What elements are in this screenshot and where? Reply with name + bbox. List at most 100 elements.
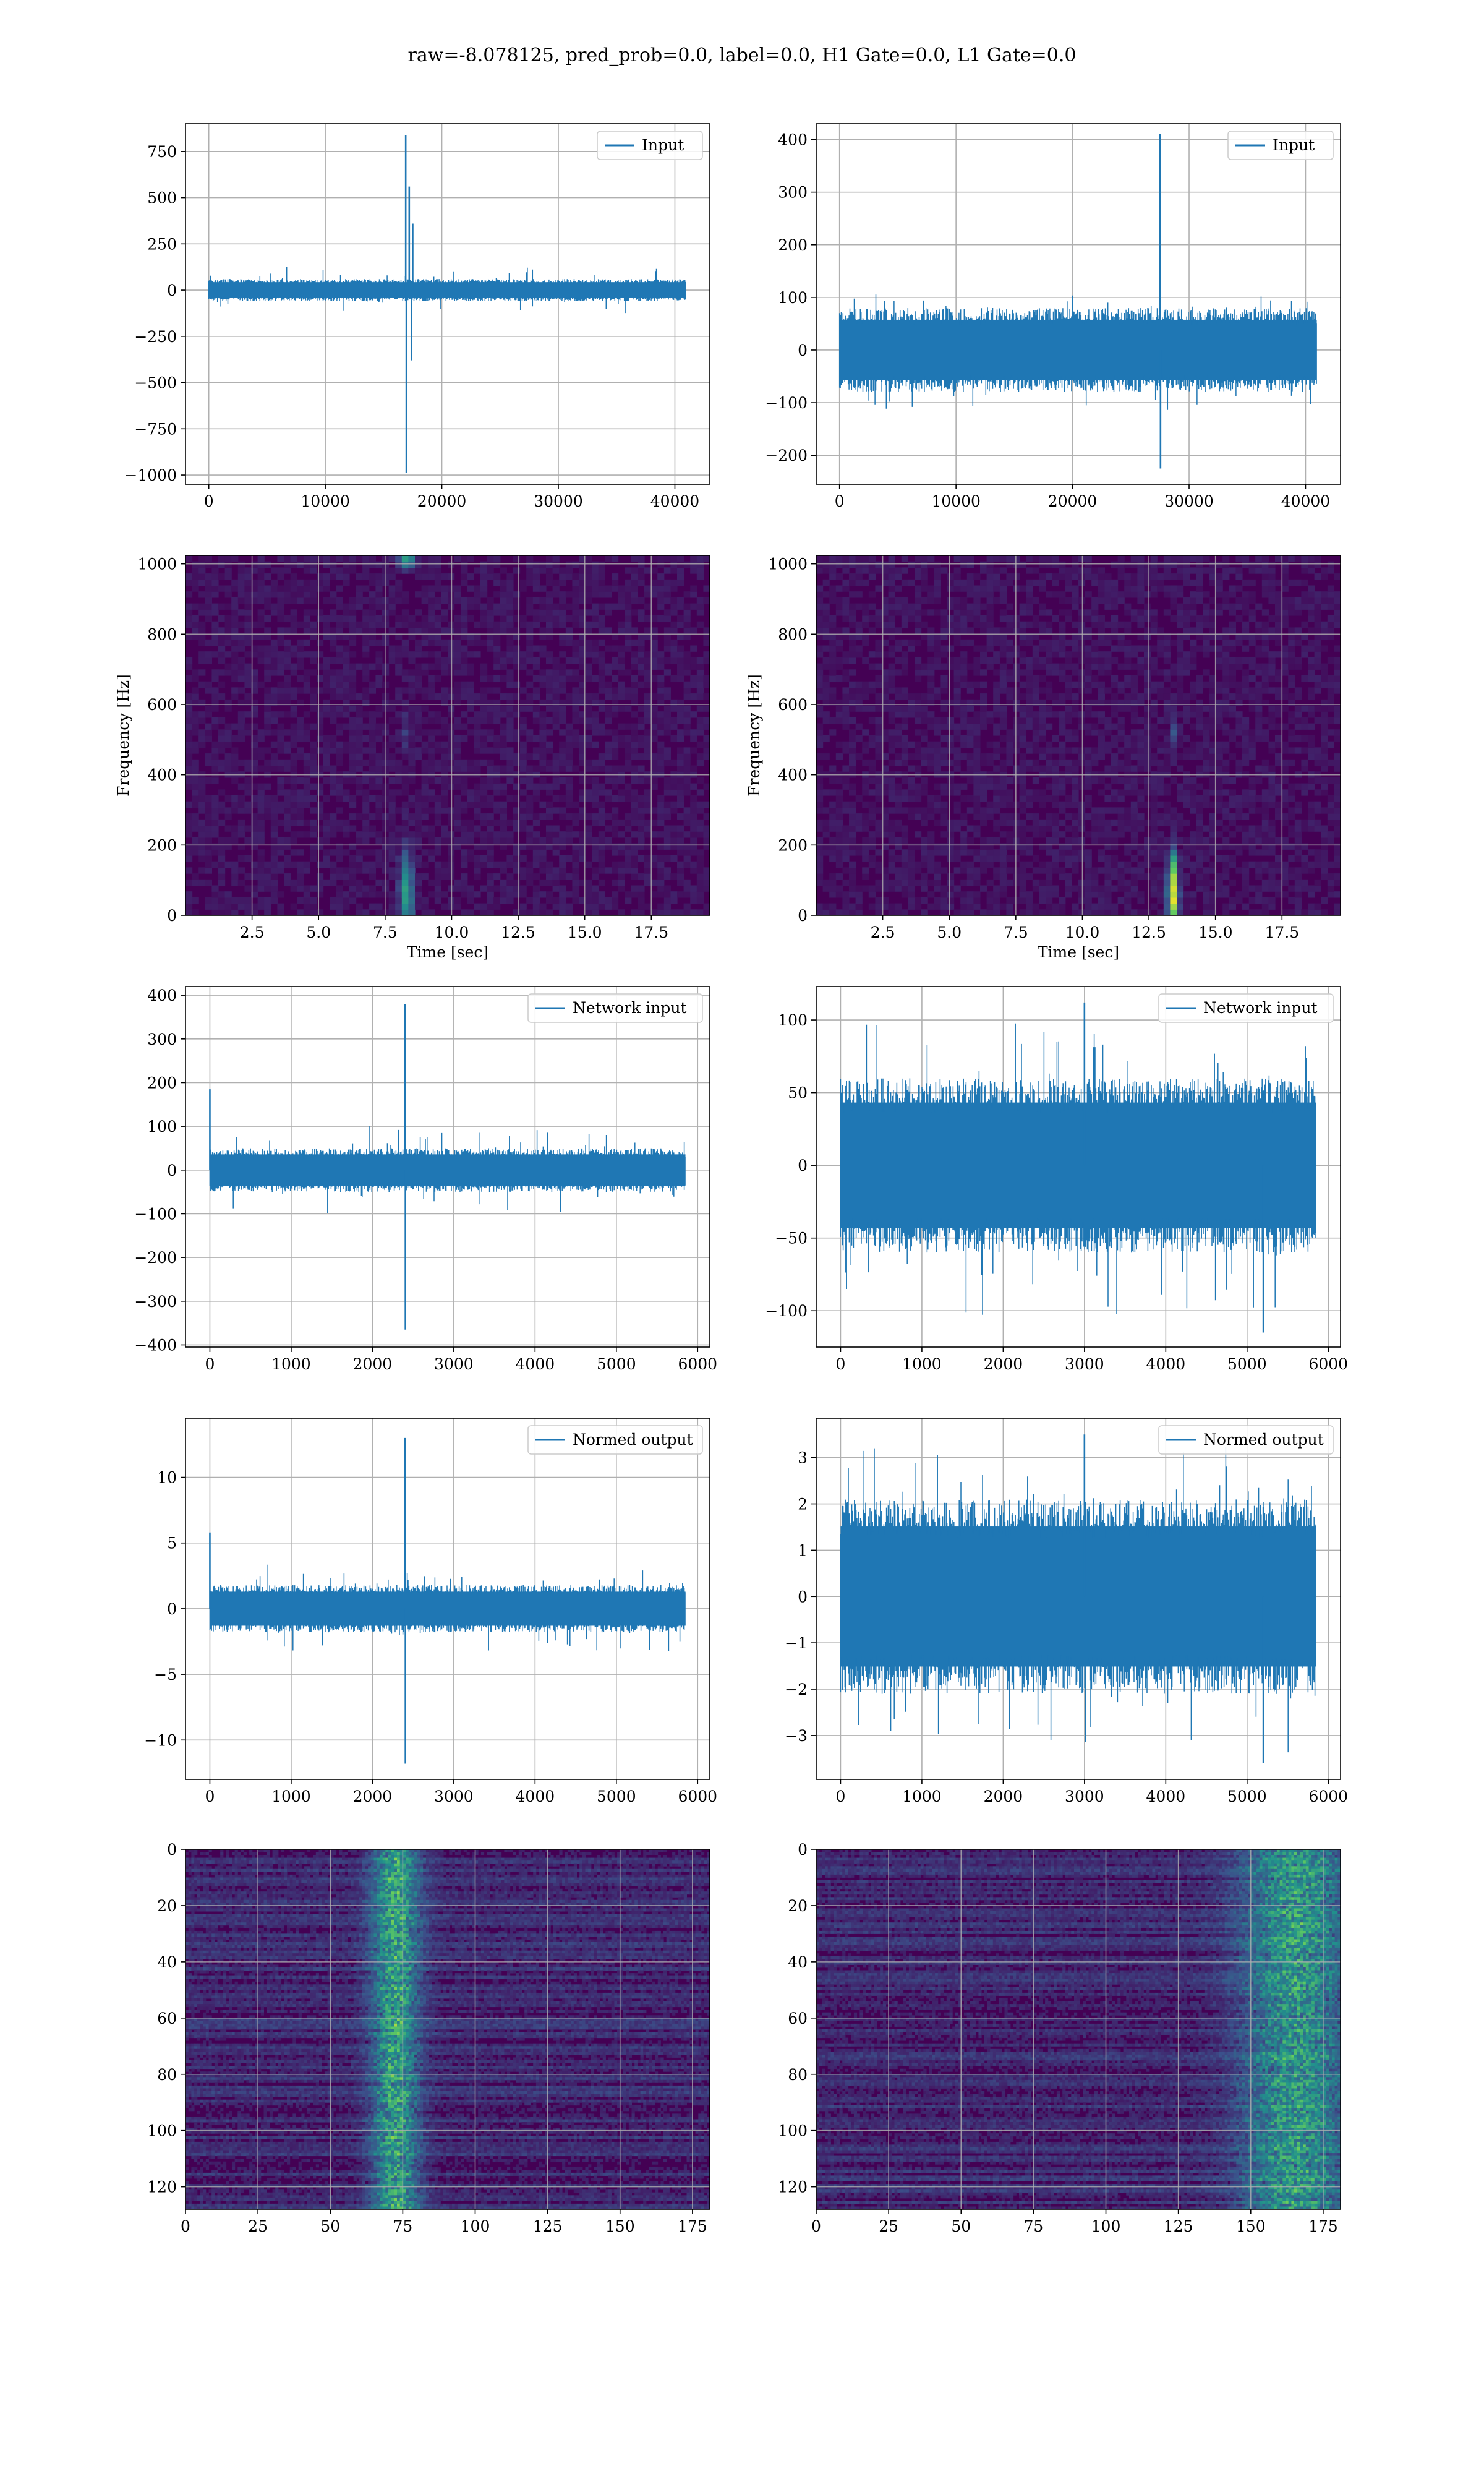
- series-noise-trace: [838, 294, 1317, 410]
- y-tick-label: 100: [778, 289, 808, 307]
- y-tick-label: −200: [134, 1249, 177, 1267]
- y-tick-label: 100: [147, 1118, 177, 1136]
- x-tick-label: 2000: [984, 1355, 1023, 1373]
- legend-label: Normed output: [573, 1431, 693, 1449]
- legend-box: [1158, 993, 1334, 1023]
- y-tick-label: 1: [798, 1541, 808, 1559]
- x-tick-label: 4000: [1146, 1787, 1186, 1805]
- chart-h1-feature-map: 0 25 50 75 100 125 150 175 0 20 40 60 80 100 120: [147, 1841, 710, 2235]
- x-tick-label: 40000: [1281, 492, 1331, 510]
- legend-label: Network input: [1203, 999, 1317, 1017]
- y-tick-label: 1000: [768, 555, 808, 573]
- axes-frame: [185, 1849, 710, 2210]
- x-tick-label: 3000: [1065, 1787, 1104, 1805]
- x-tick-label: 0: [835, 1787, 845, 1805]
- x-tick-label: 150: [1236, 2217, 1266, 2235]
- series-noise: [209, 1004, 686, 1330]
- legend: Normed output: [1158, 1425, 1334, 1455]
- legend-box: [1158, 1425, 1334, 1455]
- x-tick-label: 2.5: [871, 923, 895, 941]
- x-tick-label: 125: [533, 2217, 563, 2235]
- y-tick-label: 2: [798, 1496, 808, 1513]
- x-tick-label: 30000: [1164, 492, 1214, 510]
- x-tick-label: 2000: [353, 1787, 393, 1805]
- x-tick-label: 15.0: [568, 923, 602, 941]
- x-tick-label: 5000: [1227, 1355, 1267, 1373]
- x-tick-label: 25: [248, 2217, 268, 2235]
- y-tick-label: 200: [147, 1074, 177, 1092]
- chart-h1-spectrogram: 2.5 5.0 7.5 10.0 12.5 15.0 17.5 0 200 400 600 800 10…: [114, 555, 710, 961]
- x-tick-label: 3000: [1065, 1355, 1104, 1373]
- x-tick-label: 5000: [597, 1787, 636, 1805]
- x-tick-label: 12.5: [1132, 923, 1166, 941]
- gridlines: [186, 124, 710, 484]
- x-tick-label: 100: [461, 2217, 490, 2235]
- y-tick-label: 0: [167, 281, 177, 299]
- chart-l1-network-input: 0 1000 2000 3000 4000 5000 6000 −100 −50 0 50 100 Ne…: [765, 986, 1348, 1373]
- y-tick-label: 200: [778, 236, 808, 254]
- y-tick-label: 0: [798, 907, 808, 925]
- y-tick-label: 0: [798, 1841, 808, 1859]
- x-tick-label: 25: [879, 2217, 898, 2235]
- axes-frame: [816, 986, 1341, 1348]
- x-tick-label: 0: [205, 1787, 215, 1805]
- chart-l1-input: 0 10000 20000 30000 40000 −200 −100 0 100 200 300 4…: [765, 123, 1341, 510]
- x-tick-label: 0: [204, 492, 214, 510]
- x-tick-label: 17.5: [634, 923, 668, 941]
- y-tick-label: 40: [157, 1953, 177, 1971]
- legend-box: [597, 131, 703, 160]
- y-tick-label: −100: [765, 1302, 808, 1320]
- chart-l1-normed-output: 0 1000 2000 3000 4000 5000 6000 −3 −2 −1 0 1 2 3 Norme…: [785, 1418, 1348, 1805]
- legend: Input: [1227, 131, 1334, 160]
- gridlines: [816, 124, 1341, 484]
- y-tick-label: 400: [778, 131, 808, 149]
- y-tick-label: −2: [785, 1680, 808, 1698]
- y-tick-label: 800: [778, 625, 808, 643]
- series-noise-trace: [209, 1564, 686, 1651]
- x-tick-label: 2000: [353, 1355, 393, 1373]
- chart-h1-normed-output: 0 1000 2000 3000 4000 5000 6000 −10 −5 0 5 10 Normed…: [144, 1418, 717, 1805]
- y-tick-label: 0: [798, 1157, 808, 1175]
- x-tick-label: 5000: [1227, 1787, 1267, 1805]
- x-tick-label: 12.5: [501, 923, 535, 941]
- x-axis-label: Time [sec]: [407, 943, 488, 961]
- x-tick-label: 75: [393, 2217, 412, 2235]
- legend-box: [527, 1425, 703, 1455]
- x-tick-label: 0: [205, 1355, 215, 1373]
- heatmap-cells: [816, 1849, 1341, 2209]
- axes-frame: [185, 555, 710, 916]
- y-tick-label: 0: [167, 1841, 177, 1859]
- x-tick-label: 3000: [434, 1355, 474, 1373]
- x-tick-label: 20000: [1048, 492, 1098, 510]
- x-tick-label: 4000: [516, 1355, 555, 1373]
- y-tick-label: −3: [785, 1727, 808, 1745]
- y-tick-label: 0: [167, 1600, 177, 1618]
- y-tick-label: 0: [167, 1162, 177, 1179]
- x-tick-label: 1000: [902, 1355, 942, 1373]
- y-tick-label: 1000: [137, 555, 177, 573]
- y-tick-label: 250: [147, 235, 177, 253]
- legend-label: Input: [642, 136, 684, 154]
- figure-title: raw=-8.078125, pred_prob=0.0, label=0.0,…: [0, 45, 1484, 66]
- y-tick-label: −10: [144, 1731, 177, 1749]
- x-tick-label: 30000: [534, 492, 583, 510]
- y-tick-label: −500: [134, 374, 177, 392]
- legend-box: [1227, 131, 1334, 160]
- y-tick-label: 60: [788, 2010, 808, 2027]
- x-tick-label: 10.0: [435, 923, 469, 941]
- axes-frame: [185, 123, 710, 485]
- x-tick-label: 0: [835, 492, 845, 510]
- y-tick-label: 60: [157, 2010, 177, 2027]
- y-tick-label: 400: [778, 766, 808, 784]
- legend: Network input: [1158, 993, 1334, 1023]
- y-tick-label: 40: [788, 1953, 808, 1971]
- y-tick-label: 100: [778, 2122, 808, 2140]
- x-tick-label: 0: [835, 1355, 845, 1373]
- y-tick-label: 50: [788, 1084, 808, 1102]
- x-tick-label: 6000: [1308, 1787, 1348, 1805]
- chart-h1-input: 0 10000 20000 30000 40000 −1000 −750 −500 −250 0 2…: [124, 123, 710, 510]
- x-tick-label: 4000: [516, 1787, 555, 1805]
- y-tick-label: 5: [167, 1534, 177, 1552]
- axes-frame: [185, 1418, 710, 1780]
